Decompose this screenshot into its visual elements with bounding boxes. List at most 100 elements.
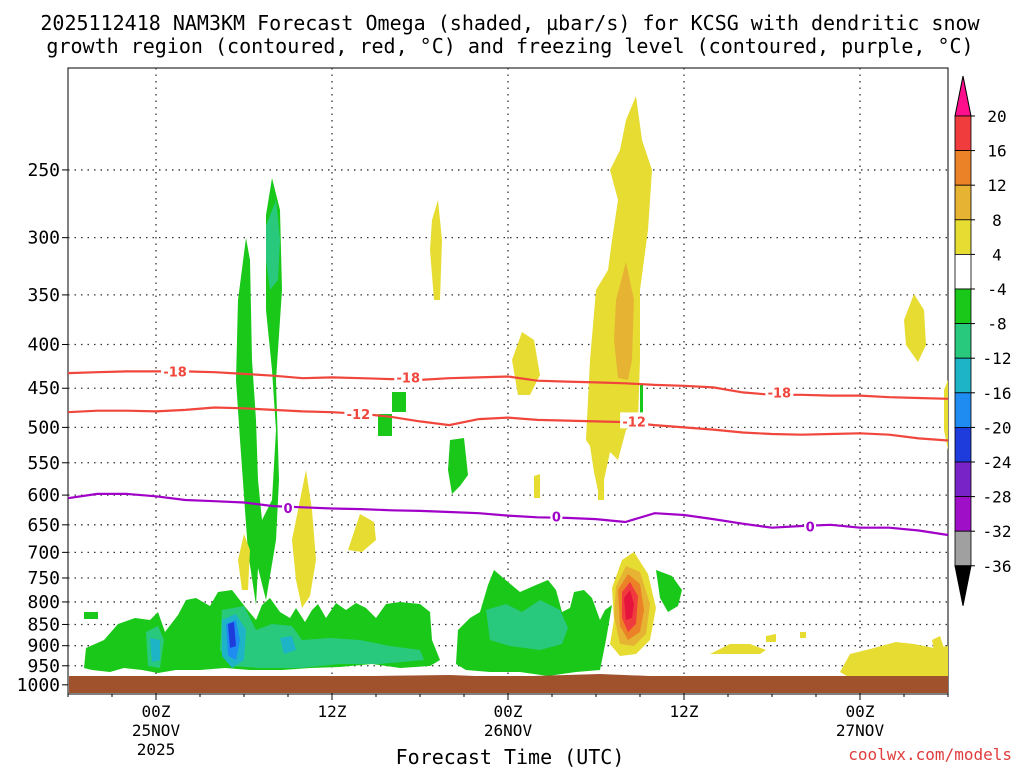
colorbar-swatch-10: [954, 426, 972, 463]
y-axis: 2503003504004505005506006507007508008509…: [17, 160, 68, 696]
colorbar-swatch-7: [954, 323, 972, 359]
gridlines: [68, 68, 948, 694]
y-tick-label-950: 950: [27, 656, 60, 677]
omega-region-pos4-lower-west: [238, 534, 250, 590]
terrain-ridge: [69, 674, 948, 680]
y-tick-label-650: 650: [27, 515, 60, 536]
contour-label-4: -12: [622, 415, 646, 430]
contour-label-bg-0: [161, 362, 190, 379]
omega-region-pos4-upper-thin: [430, 200, 442, 300]
omega-region-neg12-sw: [150, 638, 160, 662]
omega-region-pos4-column-base: [598, 470, 604, 500]
contour-label-bg-2: [765, 383, 794, 400]
y-tick-label-350: 350: [27, 285, 60, 306]
colorbar-swatch-8: [954, 357, 972, 394]
colorbar-label-7: -12: [983, 349, 1012, 368]
chart-title-line1: 2025112418 NAM3KM Forecast Omega (shaded…: [40, 11, 980, 35]
contour-label-bg-5: [282, 498, 294, 515]
omega-region-neg4-mid: [448, 438, 468, 494]
colorbar-label-12: -32: [983, 522, 1012, 541]
y-tick-label-700: 700: [27, 542, 60, 563]
contour-label-5: 0: [283, 502, 292, 517]
colorbar: 20 16 12 8 4 -4 -8 -12 -16 -20 -24 -28 -32 -36: [954, 75, 1012, 606]
y-tick-label-800: 800: [27, 592, 60, 613]
omega-region-neg20-core: [228, 622, 236, 648]
colorbar-swatch-11: [954, 461, 972, 497]
x-tick-label-48-0: 00Z: [846, 702, 875, 721]
contour-label-2: -18: [768, 386, 792, 401]
colorbar-swatch-12: [954, 496, 972, 532]
y-tick-label-400: 400: [27, 335, 60, 356]
omega-region-neg8-east: [486, 600, 568, 650]
y-tick-label-750: 750: [27, 568, 60, 589]
contour-line-0: [67, 370, 949, 400]
colorbar-swatch-4: [954, 219, 972, 255]
y-tick-label-550: 550: [27, 453, 60, 474]
colorbar-label-3: 8: [992, 211, 1002, 230]
omega-region-pos4-low-far-east: [840, 642, 948, 680]
y-tick-label-1000: 1000: [17, 675, 60, 696]
contour-label-3: -12: [347, 408, 371, 423]
omega-region-pos4-lower-central: [292, 470, 316, 608]
y-tick-label-500: 500: [27, 417, 60, 438]
contour-line-1: [67, 406, 949, 442]
omega-region-pos20-lowlevel-core: [624, 590, 634, 620]
colorbar-label-6: -8: [987, 315, 1006, 334]
omega-region-neg4-mid-left: [378, 414, 392, 436]
y-tick-label-300: 300: [27, 228, 60, 249]
colorbar-label-13: -36: [983, 557, 1012, 576]
colorbar-swatch-5: [954, 253, 972, 290]
omega-region-neg4-east-cell: [656, 570, 682, 612]
x-tick-label-0-0: 00Z: [142, 702, 171, 721]
x-tick-label-36-0: 12Z: [670, 702, 699, 721]
contour-label-bg-1: [394, 368, 423, 385]
colorbar-swatch-6: [954, 288, 972, 324]
colorbar-swatch-2: [954, 150, 972, 186]
chart-title-line2: growth region (contoured, red, °C) and f…: [46, 34, 973, 58]
contour-label-0: -18: [163, 365, 187, 380]
colorbar-label-0: 20: [987, 107, 1006, 126]
y-tick-label-850: 850: [27, 614, 60, 635]
temperature-contours: -18 -18 -18 -12 -12 0 0 0: [67, 362, 949, 537]
x-tick-label-24-0: 00Z: [494, 702, 523, 721]
omega-region-pos4-east-edge: [944, 380, 948, 450]
omega-region-pos4-mid-east: [534, 474, 540, 498]
omega-region-pos4-low-east-a: [710, 644, 766, 654]
omega-region-pos4-low-east-b: [766, 634, 776, 642]
y-tick-label-900: 900: [27, 636, 60, 657]
colorbar-swatch-1: [954, 115, 972, 151]
omega-shading: [84, 96, 948, 680]
colorbar-bottom-arrow: [954, 565, 972, 606]
y-tick-label-250: 250: [27, 160, 60, 181]
credit-text: coolwx.com/models: [848, 745, 1012, 764]
terrain-ground: [69, 676, 948, 693]
omega-region-pos4-east-fragment: [932, 636, 944, 650]
colorbar-label-1: 16: [987, 142, 1006, 161]
contour-label-bg-6: [550, 507, 563, 524]
contour-line-2: [67, 492, 949, 537]
y-tick-label-600: 600: [27, 485, 60, 506]
x-axis-title: Forecast Time (UTC): [396, 745, 625, 768]
colorbar-label-5: -4: [987, 280, 1006, 299]
contour-label-bg-3: [344, 404, 373, 421]
colorbar-swatch-9: [954, 392, 972, 428]
x-tick-label-12-0: 12Z: [318, 702, 347, 721]
omega-region-neg4-sliver: [640, 385, 643, 420]
colorbar-label-9: -20: [983, 418, 1012, 437]
contour-label-7: 0: [806, 521, 815, 536]
omega-region-pos4-mid-south: [348, 514, 376, 552]
colorbar-label-11: -28: [983, 488, 1012, 507]
omega-region-pos8-column: [614, 262, 634, 380]
omega-region-pos4-low-east-c: [800, 632, 806, 638]
x-tick-label-48-1: 27NOV: [836, 721, 885, 740]
x-tick-label-0-1: 25NOV: [132, 721, 181, 740]
colorbar-swatch-13: [954, 530, 972, 567]
omega-region-neg4-upper-mid: [392, 392, 406, 412]
omega-region-neg4-sw-fragment: [86, 650, 110, 664]
omega-region-pos4-upper-east: [904, 294, 926, 362]
colorbar-label-8: -16: [983, 384, 1012, 403]
y-tick-label-450: 450: [27, 378, 60, 399]
colorbar-top-arrow: [954, 75, 972, 117]
